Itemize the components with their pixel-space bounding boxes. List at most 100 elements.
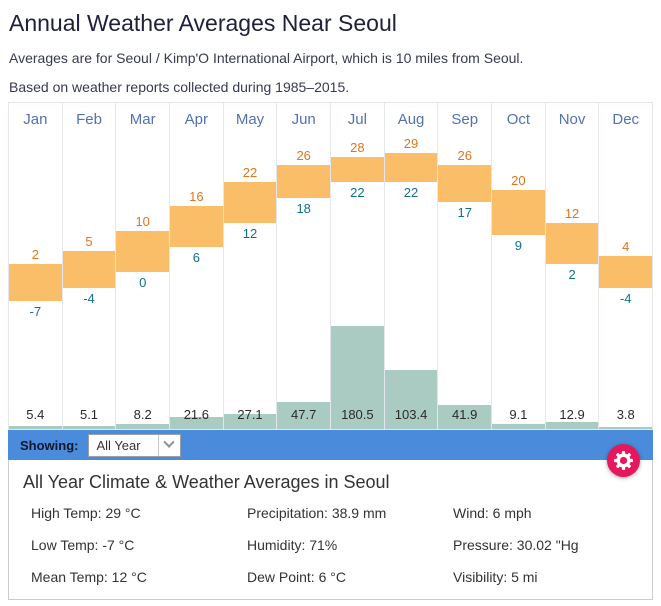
precip-value: 9.1 — [509, 407, 528, 422]
low-temp-value: 22 — [350, 184, 365, 200]
low-temp-value: 12 — [242, 225, 258, 241]
high-temp-value: 29 — [403, 136, 419, 151]
precip-value: 12.9 — [559, 407, 585, 422]
month-column-dec[interactable]: Dec 4 -4 3.8 — [599, 103, 653, 429]
precip-value: 47.7 — [291, 407, 317, 422]
high-temp-value: 26 — [457, 148, 472, 164]
summary-grid: High Temp: 29 °C Precipitation: 38.9 mm Wi… — [23, 505, 638, 585]
temp-bar — [384, 153, 438, 182]
low-temp-value: -7 — [29, 303, 42, 319]
month-label: Jul — [347, 111, 367, 128]
summary-item-visibility: Visibility: 5 mi — [453, 569, 538, 585]
low-temp-value: 6 — [192, 250, 200, 266]
showing-select-value: All Year — [96, 437, 141, 453]
month-column-apr[interactable]: Apr 16 6 21.6 — [170, 103, 224, 429]
precip-value: 27.1 — [237, 407, 263, 422]
climate-chart: Jan 2 -7 5.4 Feb 5 -4 5.1 Mar 10 0 8.2 Apr 16 6 21.6 May… — [8, 102, 653, 430]
summary-panel: All Year Climate & Weather Averages in S… — [8, 460, 653, 600]
temp-bar — [277, 165, 331, 199]
temp-bar — [116, 230, 170, 272]
high-temp-value: 28 — [350, 140, 365, 156]
month-column-feb[interactable]: Feb 5 -4 5.1 — [62, 103, 117, 429]
temp-bar — [331, 157, 384, 182]
month-label: Sep — [451, 111, 479, 128]
summary-heading: All Year Climate & Weather Averages in S… — [23, 472, 390, 492]
month-column-nov[interactable]: Nov 12 2 12.9 — [545, 103, 600, 429]
precip-bar — [492, 423, 545, 429]
temp-bar — [223, 181, 277, 223]
precip-value: 5.1 — [79, 407, 99, 422]
month-column-sep[interactable]: Sep 26 17 41.9 — [438, 103, 493, 429]
summary-item-humidity: Humidity: 71% — [247, 537, 338, 553]
precip-bar — [599, 426, 653, 429]
precip-value: 3.8 — [616, 407, 635, 422]
month-label: Mar — [129, 111, 156, 128]
temp-bar — [62, 251, 116, 289]
low-temp-value: 22 — [403, 184, 419, 200]
month-label: Aug — [397, 111, 425, 128]
high-temp-value: 5 — [85, 234, 93, 250]
month-column-jul[interactable]: Jul 28 22 180.5 — [331, 103, 385, 429]
low-temp-value: 9 — [514, 238, 522, 253]
high-temp-value: 10 — [135, 213, 150, 229]
temp-bar — [9, 263, 62, 301]
showing-select[interactable]: All Year — [87, 433, 181, 457]
month-column-jun[interactable]: Jun 26 18 47.7 — [277, 103, 332, 429]
precip-value: 8.2 — [133, 407, 152, 422]
month-label: Jun — [291, 111, 316, 128]
low-temp-value: -4 — [619, 291, 632, 307]
subtitle-period: Based on weather reports collected durin… — [9, 79, 350, 95]
showing-toolbar: Showing: All Year — [8, 430, 653, 460]
high-temp-value: 26 — [296, 148, 311, 164]
precip-value: 41.9 — [452, 407, 478, 422]
temp-bar — [170, 206, 223, 248]
settings-button[interactable] — [607, 444, 640, 477]
precip-bar — [384, 370, 438, 429]
month-label: Oct — [506, 111, 531, 128]
gear-icon — [614, 451, 633, 470]
low-temp-value: 17 — [457, 205, 472, 221]
precip-bar — [277, 401, 331, 429]
temp-bar — [438, 165, 492, 203]
subtitle-location: Averages are for Seoul / Kimp'O Internat… — [9, 50, 524, 66]
month-label: Feb — [76, 111, 102, 128]
high-temp-value: 16 — [189, 189, 204, 205]
precip-bar — [223, 413, 277, 429]
high-temp-value: 20 — [511, 172, 526, 188]
precip-bar — [331, 326, 384, 429]
summary-item-mean-temp: Mean Temp: 12 °C — [31, 569, 147, 585]
month-label: Dec — [612, 111, 640, 128]
temp-bar — [492, 189, 545, 235]
summary-item-precipitation: Precipitation: 38.9 mm — [247, 505, 387, 521]
page-title: Annual Weather Averages Near Seoul — [9, 10, 397, 36]
low-temp-value: -4 — [83, 291, 95, 307]
summary-item-low-temp: Low Temp: -7 °C — [31, 537, 135, 553]
precip-bar — [116, 424, 170, 429]
showing-label: Showing: — [20, 437, 79, 453]
high-temp-value: 2 — [31, 246, 39, 262]
month-label: Nov — [558, 111, 586, 128]
month-label: Apr — [184, 111, 209, 128]
month-column-jan[interactable]: Jan 2 -7 5.4 — [9, 103, 63, 429]
precip-value: 21.6 — [183, 407, 209, 422]
month-label: May — [235, 111, 265, 128]
precip-bar — [170, 416, 223, 429]
summary-item-dew-point: Dew Point: 6 °C — [247, 569, 346, 585]
low-temp-value: 2 — [568, 266, 576, 282]
month-column-may[interactable]: May 22 12 27.1 — [223, 103, 278, 429]
month-column-aug[interactable]: Aug 29 22 103.4 — [384, 103, 439, 429]
low-temp-value: 18 — [296, 201, 311, 217]
summary-item-pressure: Pressure: 30.02 "Hg — [453, 537, 579, 553]
precip-bar — [62, 426, 116, 429]
precip-value: 5.4 — [26, 407, 45, 422]
high-temp-value: 22 — [242, 164, 258, 180]
month-label: Jan — [23, 111, 48, 128]
month-column-mar[interactable]: Mar 10 0 8.2 — [116, 103, 171, 429]
precip-bar — [545, 421, 599, 429]
high-temp-value: 4 — [622, 238, 630, 254]
month-column-oct[interactable]: Oct 20 9 9.1 — [492, 103, 546, 429]
high-temp-value: 12 — [564, 205, 580, 221]
precip-bar — [9, 425, 62, 429]
chevron-down-icon — [157, 434, 180, 456]
